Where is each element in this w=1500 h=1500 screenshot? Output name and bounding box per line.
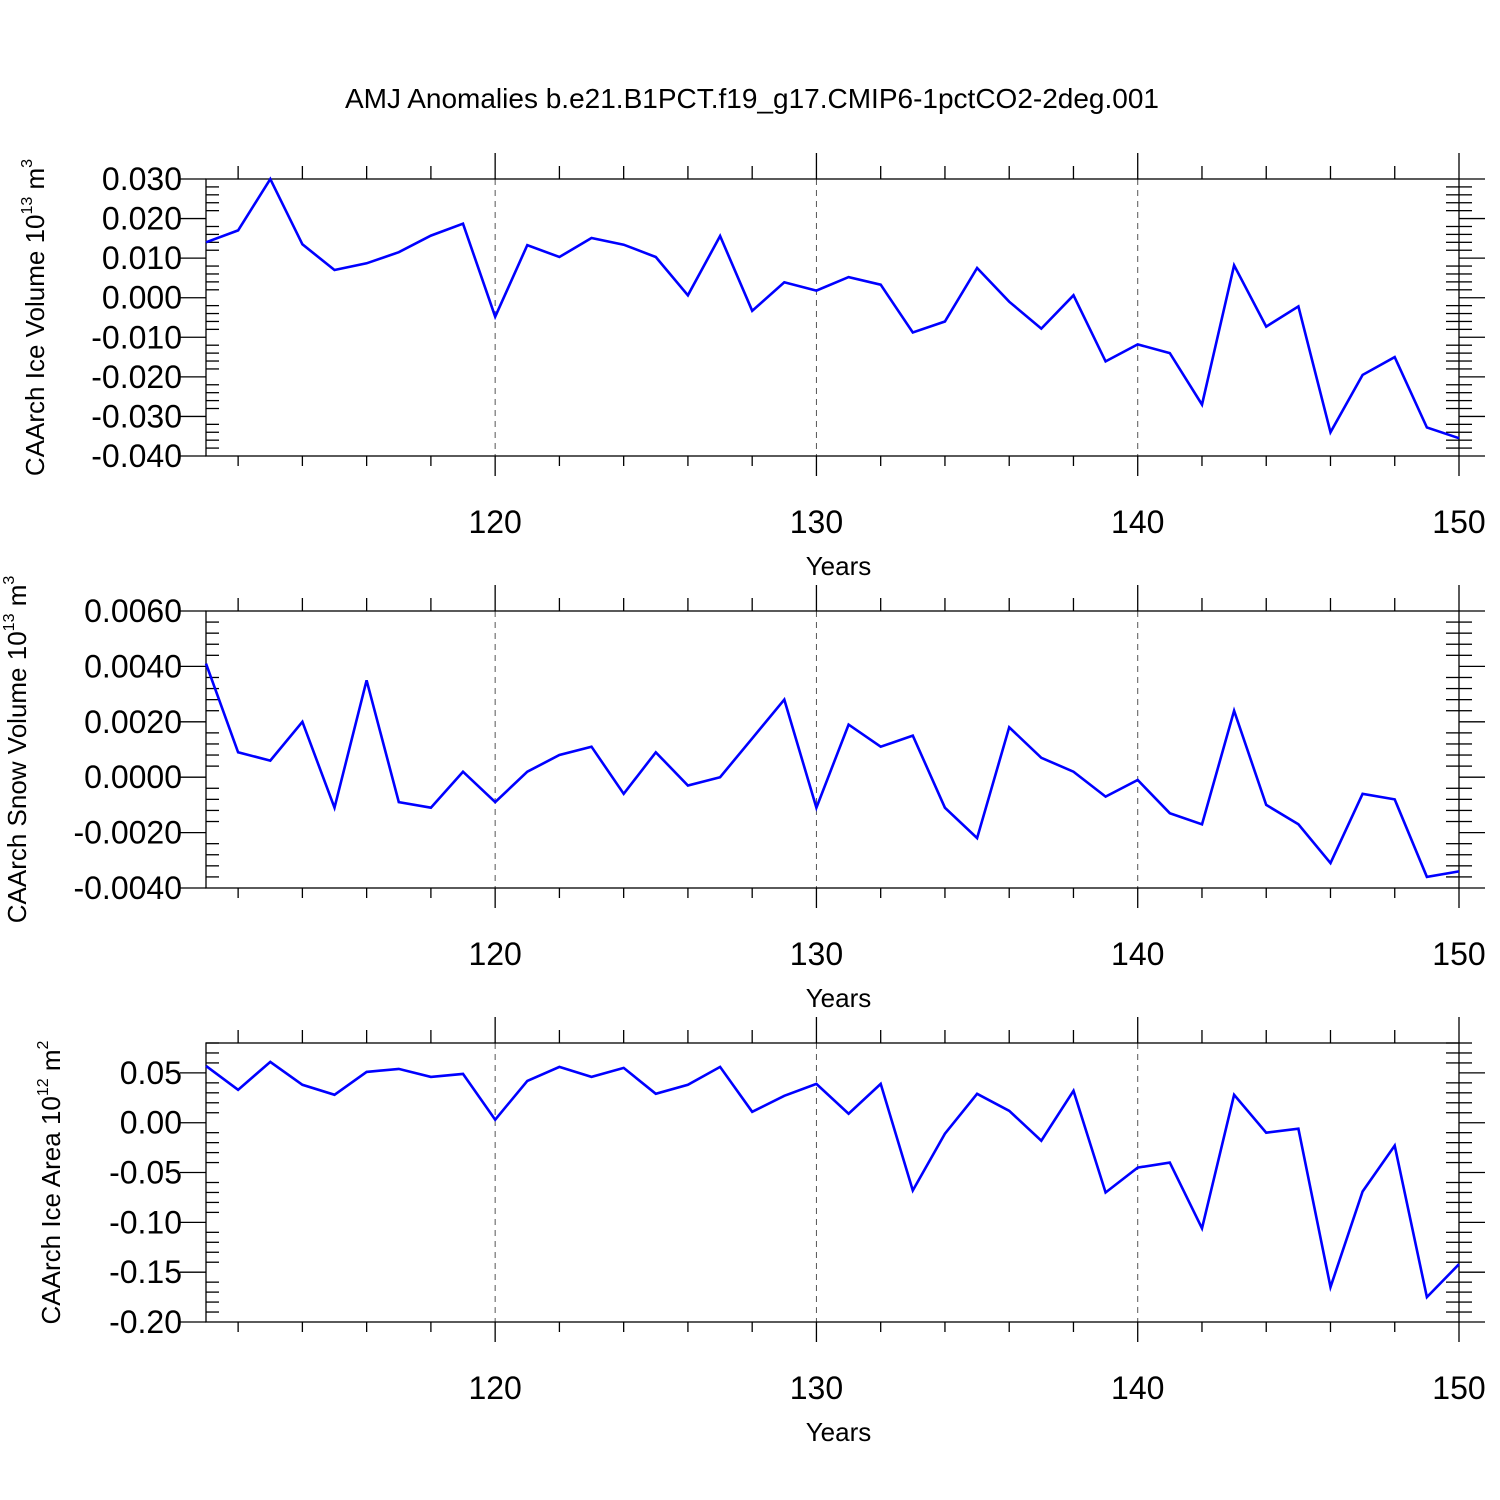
- x-axis-title: Years: [806, 983, 872, 1013]
- y-tick-label: 0.020: [102, 201, 182, 237]
- y-axis-title-exponent: 12: [35, 1078, 52, 1096]
- x-tick-label: 140: [1111, 936, 1164, 972]
- plot-frame: [205, 610, 1460, 889]
- y-tick-label: -0.0040: [73, 870, 182, 906]
- x-tick-label: 130: [790, 1370, 843, 1406]
- y-tick-label: 0.000: [102, 280, 182, 316]
- y-tick-label: 0.00: [120, 1105, 182, 1141]
- y-axis-title-unit: m: [20, 168, 50, 197]
- x-tick-label: 120: [468, 504, 521, 540]
- chart-title: AMJ Anomalies b.e21.B1PCT.f19_g17.CMIP6-…: [345, 83, 1159, 114]
- y-axis-title-unit-exponent: 3: [1, 576, 18, 585]
- y-tick-label: -0.05: [109, 1155, 182, 1191]
- y-axis-title-unit: m: [2, 585, 32, 614]
- x-tick-label: 150: [1432, 936, 1485, 972]
- x-tick-label: 130: [790, 936, 843, 972]
- y-tick-label: 0.0000: [84, 759, 182, 795]
- y-tick-label: 0.030: [102, 161, 182, 197]
- x-tick-label: 150: [1432, 504, 1485, 540]
- y-axis-title-exponent: 13: [1, 613, 18, 631]
- y-tick-label: 0.05: [120, 1055, 182, 1091]
- x-tick-label: 140: [1111, 504, 1164, 540]
- y-axis-title-text: CAArch Ice Volume 10: [20, 215, 50, 477]
- chart-panel-2: -0.0040 -0.0020 0.0000 0.0020 0.0040 0.0060 12…: [1, 576, 1486, 1013]
- x-tick-label: 130: [790, 504, 843, 540]
- y-axis-title-exponent: 13: [19, 197, 36, 215]
- y-axis-title: CAArch Snow Volume 1013 m3: [1, 576, 32, 924]
- y-tick-label: -0.040: [91, 438, 182, 474]
- x-tick-label: 140: [1111, 1370, 1164, 1406]
- y-axis-title-text: CAArch Ice Area 10: [36, 1096, 66, 1324]
- y-tick-label: -0.20: [109, 1304, 182, 1340]
- y-tick-label: 0.0040: [84, 648, 182, 684]
- x-axis-title: Years: [806, 551, 872, 581]
- plot-frame: [205, 178, 1460, 457]
- x-tick-label: 120: [468, 1370, 521, 1406]
- series-line: [205, 1060, 1460, 1300]
- y-tick-label: 0.010: [102, 240, 182, 276]
- plot-frame: [205, 1042, 1460, 1323]
- chart-panel-3: -0.20 -0.15 -0.10 -0.05 0.00 0.05 120 130 140 150…: [35, 1017, 1486, 1447]
- y-tick-label: -0.10: [109, 1204, 182, 1240]
- x-axis-title: Years: [806, 1417, 872, 1447]
- y-axis-title-unit-exponent: 3: [19, 159, 36, 168]
- y-tick-label: -0.030: [91, 398, 182, 434]
- y-axis-title-unit: m: [36, 1049, 66, 1078]
- y-tick-label: -0.15: [109, 1254, 182, 1290]
- y-tick-label: -0.020: [91, 359, 182, 395]
- y-tick-label: 0.0020: [84, 704, 182, 740]
- x-tick-label: 120: [468, 936, 521, 972]
- y-tick-label: -0.0020: [73, 815, 182, 851]
- x-tick-label: 150: [1432, 1370, 1485, 1406]
- series-line: [204, 663, 1460, 879]
- y-tick-label: -0.010: [91, 319, 182, 355]
- y-axis-title: CAArch Ice Volume 1013 m3: [19, 159, 50, 476]
- y-axis-title-text: CAArch Snow Volume 10: [2, 631, 32, 923]
- y-axis-title: CAArch Ice Area 1012 m2: [35, 1040, 66, 1324]
- series-line: [205, 176, 1460, 440]
- y-axis-title-unit-exponent: 2: [35, 1040, 52, 1049]
- y-tick-label: 0.0060: [84, 593, 182, 629]
